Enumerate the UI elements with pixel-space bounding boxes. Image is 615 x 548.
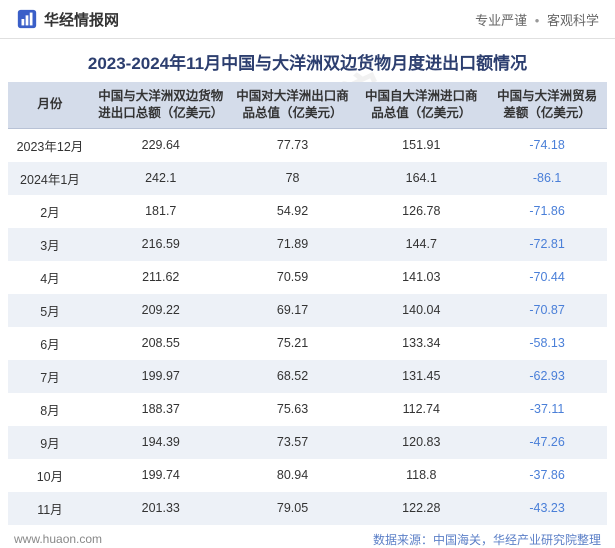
- header-tagline: 专业严谨 • 客观科学: [475, 10, 599, 29]
- cell-balance: -62.93: [487, 360, 607, 393]
- col-balance: 中国与大洋洲贸易差额（亿美元）: [487, 82, 607, 128]
- cell-export: 68.52: [230, 360, 356, 393]
- cell-balance: -86.1: [487, 162, 607, 195]
- data-table: 月份 中国与大洋洲双边货物进出口总额（亿美元） 中国对大洋洲出口商品总值（亿美元…: [8, 82, 607, 525]
- cell-import: 131.45: [355, 360, 487, 393]
- tagline-1: 专业严谨: [475, 13, 527, 28]
- cell-export: 54.92: [230, 195, 356, 228]
- cell-total: 209.22: [92, 294, 230, 327]
- cell-balance: -37.11: [487, 393, 607, 426]
- cell-balance: -70.44: [487, 261, 607, 294]
- cell-balance: -74.18: [487, 128, 607, 162]
- cell-month: 2024年1月: [8, 162, 92, 195]
- cell-export: 75.63: [230, 393, 356, 426]
- cell-export: 80.94: [230, 459, 356, 492]
- table-row: 10月199.7480.94118.8-37.86: [8, 459, 607, 492]
- table-row: 3月216.5971.89144.7-72.81: [8, 228, 607, 261]
- cell-month: 8月: [8, 393, 92, 426]
- cell-total: 229.64: [92, 128, 230, 162]
- cell-import: 140.04: [355, 294, 487, 327]
- cell-total: 201.33: [92, 492, 230, 525]
- table-row: 2024年1月242.178164.1-86.1: [8, 162, 607, 195]
- cell-import: 133.34: [355, 327, 487, 360]
- cell-export: 75.21: [230, 327, 356, 360]
- cell-balance: -70.87: [487, 294, 607, 327]
- table-row: 6月208.5575.21133.34-58.13: [8, 327, 607, 360]
- cell-import: 112.74: [355, 393, 487, 426]
- cell-balance: -47.26: [487, 426, 607, 459]
- cell-import: 141.03: [355, 261, 487, 294]
- table-row: 9月194.3973.57120.83-47.26: [8, 426, 607, 459]
- table-row: 2023年12月229.6477.73151.91-74.18: [8, 128, 607, 162]
- cell-export: 71.89: [230, 228, 356, 261]
- header-left: 华经情报网: [16, 8, 119, 30]
- cell-export: 73.57: [230, 426, 356, 459]
- table-container: 月份 中国与大洋洲双边货物进出口总额（亿美元） 中国对大洋洲出口商品总值（亿美元…: [0, 82, 615, 525]
- cell-import: 126.78: [355, 195, 487, 228]
- cell-import: 122.28: [355, 492, 487, 525]
- cell-total: 199.74: [92, 459, 230, 492]
- footer-url: www.huaon.com: [14, 532, 102, 546]
- cell-balance: -43.23: [487, 492, 607, 525]
- cell-import: 118.8: [355, 459, 487, 492]
- col-import: 中国自大洋洲进口商品总值（亿美元）: [355, 82, 487, 128]
- cell-month: 11月: [8, 492, 92, 525]
- cell-import: 151.91: [355, 128, 487, 162]
- cell-month: 6月: [8, 327, 92, 360]
- cell-balance: -71.86: [487, 195, 607, 228]
- table-row: 5月209.2269.17140.04-70.87: [8, 294, 607, 327]
- cell-export: 79.05: [230, 492, 356, 525]
- table-row: 8月188.3775.63112.74-37.11: [8, 393, 607, 426]
- logo-icon: [16, 8, 38, 30]
- cell-month: 7月: [8, 360, 92, 393]
- cell-month: 2月: [8, 195, 92, 228]
- cell-month: 10月: [8, 459, 92, 492]
- page-footer: www.huaon.com 数据来源：中国海关，华经产业研究院整理: [0, 525, 615, 548]
- separator-dot: •: [535, 13, 540, 28]
- cell-import: 120.83: [355, 426, 487, 459]
- cell-balance: -37.86: [487, 459, 607, 492]
- cell-month: 4月: [8, 261, 92, 294]
- col-export: 中国对大洋洲出口商品总值（亿美元）: [230, 82, 356, 128]
- cell-export: 70.59: [230, 261, 356, 294]
- cell-export: 78: [230, 162, 356, 195]
- cell-export: 77.73: [230, 128, 356, 162]
- cell-month: 5月: [8, 294, 92, 327]
- cell-month: 9月: [8, 426, 92, 459]
- col-month: 月份: [8, 82, 92, 128]
- cell-month: 3月: [8, 228, 92, 261]
- table-row: 2月181.754.92126.78-71.86: [8, 195, 607, 228]
- page-title: 2023-2024年11月中国与大洋洲双边货物月度进出口额情况: [0, 39, 615, 82]
- cell-balance: -72.81: [487, 228, 607, 261]
- cell-month: 2023年12月: [8, 128, 92, 162]
- cell-import: 164.1: [355, 162, 487, 195]
- footer-source: 数据来源：中国海关，华经产业研究院整理: [373, 531, 601, 548]
- page-header: 华经情报网 专业严谨 • 客观科学: [0, 0, 615, 39]
- cell-import: 144.7: [355, 228, 487, 261]
- table-header-row: 月份 中国与大洋洲双边货物进出口总额（亿美元） 中国对大洋洲出口商品总值（亿美元…: [8, 82, 607, 128]
- col-total: 中国与大洋洲双边货物进出口总额（亿美元）: [92, 82, 230, 128]
- cell-balance: -58.13: [487, 327, 607, 360]
- cell-total: 199.97: [92, 360, 230, 393]
- cell-total: 181.7: [92, 195, 230, 228]
- tagline-2: 客观科学: [547, 13, 599, 28]
- cell-export: 69.17: [230, 294, 356, 327]
- cell-total: 242.1: [92, 162, 230, 195]
- table-row: 11月201.3379.05122.28-43.23: [8, 492, 607, 525]
- site-name: 华经情报网: [44, 9, 119, 30]
- table-row: 7月199.9768.52131.45-62.93: [8, 360, 607, 393]
- cell-total: 211.62: [92, 261, 230, 294]
- table-row: 4月211.6270.59141.03-70.44: [8, 261, 607, 294]
- cell-total: 208.55: [92, 327, 230, 360]
- cell-total: 188.37: [92, 393, 230, 426]
- cell-total: 194.39: [92, 426, 230, 459]
- cell-total: 216.59: [92, 228, 230, 261]
